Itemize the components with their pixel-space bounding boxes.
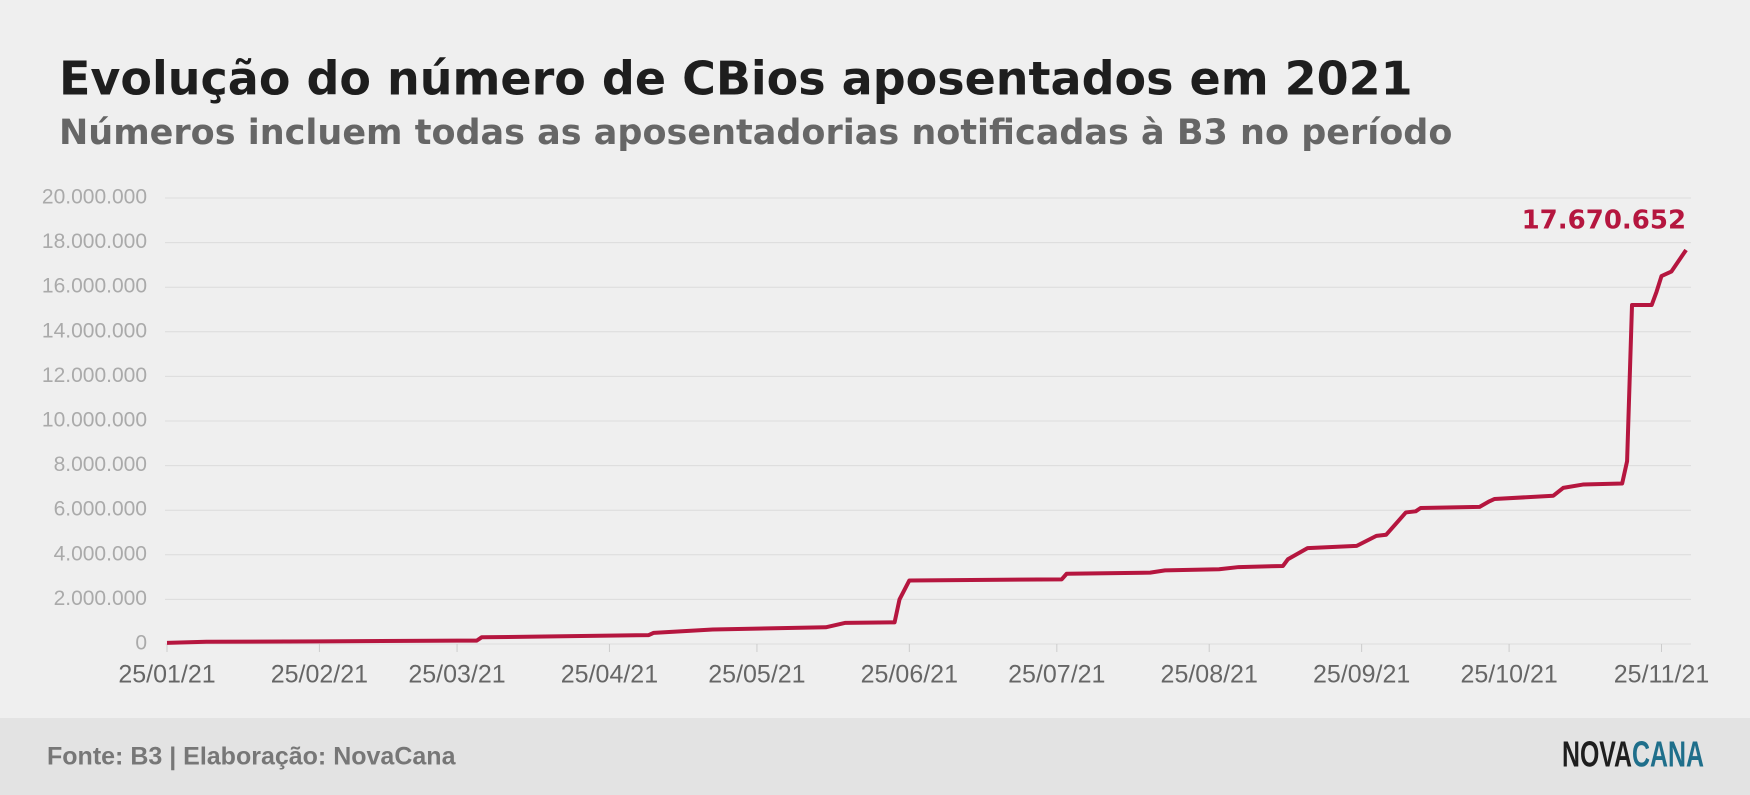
value-label: 17.670.652 [1522,205,1686,235]
y-tick-label: 18.000.000 [42,230,147,253]
y-tick-label: 12.000.000 [42,364,147,387]
source: Fonte: B3 | Elaboração: NovaCana [47,743,457,771]
x-tick-label: 25/05/21 [708,661,805,689]
x-tick-label: 25/07/21 [1008,661,1105,689]
x-tick-label: 25/11/21 [1614,661,1709,689]
y-tick-label: 2.000.000 [54,587,147,610]
y-tick-label: 16.000.000 [42,275,147,298]
y-tick-label: 0 [135,632,147,655]
x-tick-label: 25/03/21 [408,661,505,689]
y-tick-label: 20.000.000 [42,186,147,209]
y-tick-label: 6.000.000 [54,498,147,521]
y-tick-label: 10.000.000 [42,409,147,432]
x-tick-label: 25/08/21 [1161,661,1258,689]
x-tick-label: 25/04/21 [561,661,658,689]
logo-left: NOVA [1562,734,1632,775]
logo-right: CANA [1632,734,1704,775]
x-tick-label: 25/06/21 [861,661,958,689]
x-tick-label: 25/10/21 [1460,661,1557,689]
y-tick-label: 4.000.000 [54,542,147,565]
x-tick-label: 25/09/21 [1313,661,1410,689]
y-tick-label: 8.000.000 [54,453,147,476]
x-tick-label: 25/01/21 [118,661,215,689]
line-series [166,248,1688,645]
y-tick-label: 14.000.000 [42,319,147,342]
chart-title: Evolução do número de CBios aposentados … [59,52,1413,106]
x-tick-label: 25/02/21 [271,661,368,689]
chart-subtitle: Números incluem todas as aposentadorias … [59,113,1452,153]
footer-band [0,718,1750,795]
